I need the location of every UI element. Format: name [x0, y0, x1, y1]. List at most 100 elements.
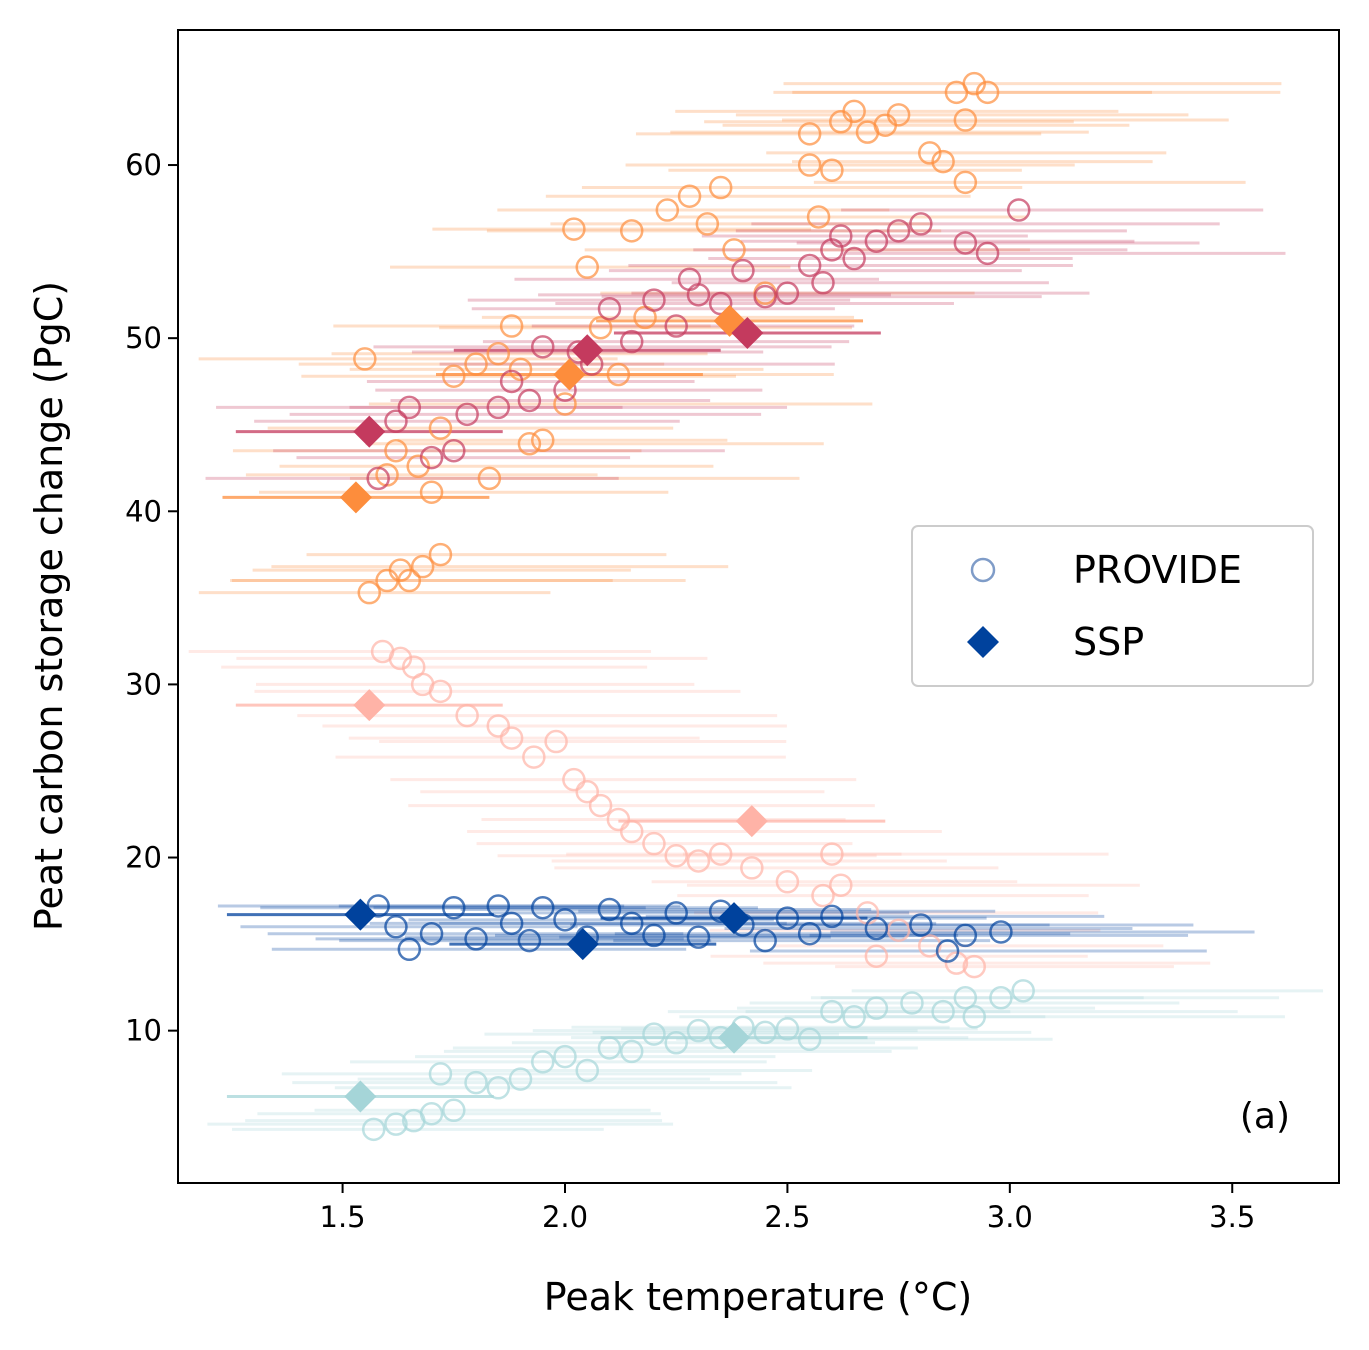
orange-provide-point	[531, 428, 555, 453]
y-tick-label: 50	[125, 321, 162, 355]
crimson-provide-point	[909, 212, 933, 236]
blue-provide-point	[517, 928, 542, 953]
crimson-provide-point	[597, 296, 622, 321]
pink-provide-point	[918, 934, 942, 958]
blue-provide-point	[597, 897, 622, 922]
pink-provide-point	[606, 807, 631, 832]
x-tick-label: 2.0	[542, 1200, 588, 1234]
orange-provide-point	[428, 542, 453, 567]
legend: PROVIDE SSP	[911, 525, 1314, 687]
pink-provide-point	[811, 883, 835, 908]
blue-provide-point	[642, 923, 666, 948]
crimson-provide-point	[753, 284, 777, 309]
pink-provide-point	[575, 779, 599, 804]
legend-provide-label: PROVIDE	[1073, 548, 1242, 592]
x-tick-label: 2.5	[764, 1200, 810, 1234]
orange-provide-point	[655, 198, 680, 222]
teal-provide-point	[642, 1022, 666, 1046]
pink-provide-point	[886, 918, 911, 942]
teal-provide-point	[797, 1027, 822, 1052]
teal-provide-point	[531, 1050, 555, 1074]
blue-provide-point	[442, 895, 466, 920]
blue-provide-point	[531, 895, 555, 920]
teal-provide-point	[900, 991, 924, 1015]
y-tick-label: 40	[125, 494, 162, 528]
orange-provide-point	[419, 480, 444, 504]
crimson-provide-point	[531, 335, 555, 359]
crimson-provide-point	[1006, 198, 1031, 222]
plot-frame	[177, 29, 1340, 1184]
orange-provide-point	[619, 219, 644, 243]
pink-provide-point	[619, 819, 644, 844]
pink-provide-point	[388, 646, 413, 671]
crimson-provide-point	[442, 438, 466, 463]
orange-provide-point	[931, 149, 955, 174]
orange-provide-point	[842, 99, 866, 124]
teal-provide-point	[428, 1062, 453, 1086]
orange-provide-point	[722, 238, 746, 262]
crimson-provide-point	[619, 329, 644, 354]
teal-provide-point	[931, 999, 955, 1024]
crimson-provide-point	[842, 246, 866, 271]
pink-provide-point	[944, 951, 969, 975]
crimson-provide-point	[419, 445, 444, 470]
blue-provide-point	[775, 906, 800, 930]
legend-ssp-marker	[967, 626, 999, 658]
teal-ssp-point	[718, 1021, 751, 1054]
pink-provide-point	[544, 729, 568, 754]
orange-provide-point	[953, 108, 978, 132]
blue-provide-point	[935, 939, 960, 963]
teal-provide-point	[962, 1005, 986, 1029]
teal-provide-point	[686, 1018, 711, 1043]
blue-provide-point	[953, 923, 978, 948]
pink-provide-point	[775, 870, 800, 894]
orange-provide-point	[353, 347, 377, 371]
blue-provide-point	[864, 916, 889, 941]
ssp-points	[339, 304, 768, 1113]
pink-provide-point	[428, 679, 453, 704]
orange-provide-point	[410, 554, 435, 579]
pink-provide-point	[522, 745, 546, 769]
crimson-provide-point	[775, 281, 800, 305]
blue-provide-point	[909, 913, 933, 937]
blue-provide-point	[419, 921, 444, 946]
orange-provide-point	[486, 341, 511, 366]
blue-provide-point	[753, 928, 777, 953]
crimson-provide-point	[384, 409, 408, 434]
orange-provide-point	[918, 141, 942, 165]
orange-provide-point	[464, 352, 488, 376]
legend-box	[911, 525, 1314, 687]
teal-provide-point	[989, 986, 1013, 1010]
crimson-ssp-point	[731, 316, 764, 349]
pink-provide-point	[864, 944, 889, 968]
blue-ssp-point	[718, 902, 751, 935]
orange-provide-point	[962, 71, 986, 96]
orange-ssp-point	[553, 358, 586, 391]
blue-provide-point	[686, 925, 711, 949]
orange-provide-point	[384, 438, 408, 463]
blue-provide-point	[797, 921, 822, 946]
teal-provide-point	[1011, 979, 1035, 1003]
orange-provide-point	[562, 217, 586, 241]
pink-provide-point	[740, 856, 764, 880]
teal-provide-point	[953, 986, 978, 1010]
orange-provide-point	[708, 175, 733, 200]
orange-provide-point	[695, 212, 720, 236]
teal-provide-point	[486, 1076, 511, 1100]
pink-ssp-point	[353, 689, 386, 722]
blue-provide-point	[664, 901, 688, 925]
pink-provide-point	[588, 793, 613, 818]
teal-provide-point	[753, 1020, 777, 1045]
teal-provide-point	[597, 1036, 622, 1060]
y-tick-label: 60	[125, 148, 162, 182]
orange-provide-point	[886, 103, 911, 127]
teal-provide-point	[361, 1117, 386, 1142]
orange-provide-point	[499, 314, 524, 338]
legend-provide-marker	[970, 557, 996, 583]
teal-provide-point	[842, 1005, 866, 1029]
crimson-provide-point	[811, 271, 835, 295]
y-tick-label: 30	[125, 667, 162, 701]
x-axis-label: Peak temperature (°C)	[544, 1275, 972, 1319]
orange-provide-point	[606, 362, 631, 387]
